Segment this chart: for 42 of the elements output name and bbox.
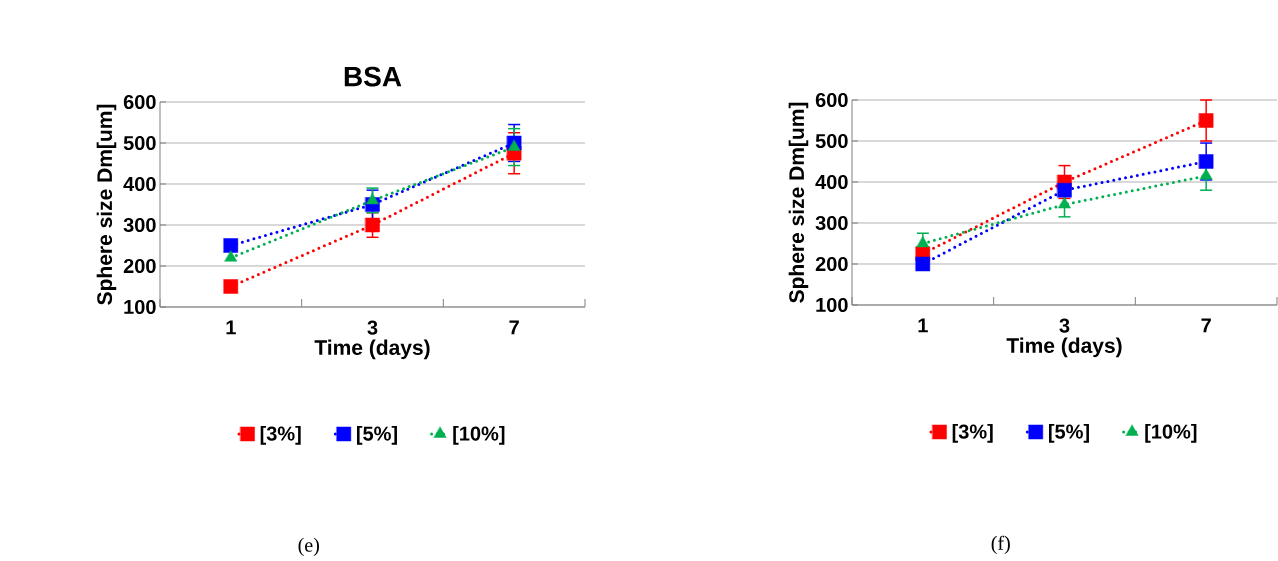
x-axis-title: Time (days) bbox=[1006, 337, 1122, 358]
y-tick-label: 200 bbox=[123, 258, 156, 274]
point bbox=[223, 238, 239, 253]
legend-label: [3%] bbox=[952, 423, 993, 443]
y-axis-title: Sphere size Dm[um] bbox=[788, 102, 809, 303]
y-tick-label: 600 bbox=[815, 92, 848, 108]
legend-label: [10%] bbox=[1145, 423, 1197, 443]
y-tick-label: 300 bbox=[815, 215, 848, 231]
y-tick-label: 500 bbox=[815, 133, 848, 149]
point bbox=[1198, 113, 1214, 128]
x-axis-title: Time (days) bbox=[314, 339, 430, 360]
legend-label: [10%] bbox=[453, 425, 505, 445]
point bbox=[224, 250, 238, 262]
y-axis-title: Sphere size Dm[um] bbox=[96, 104, 117, 305]
point bbox=[365, 217, 380, 233]
legend-label: [5%] bbox=[1048, 423, 1089, 443]
x-tick-label: 7 bbox=[1201, 318, 1211, 333]
y-tick-label: 400 bbox=[815, 174, 848, 190]
chart-title: BSA bbox=[344, 66, 402, 87]
x-tick-label: 3 bbox=[1059, 318, 1070, 333]
x-tick-label: 3 bbox=[367, 320, 378, 335]
y-tick-label: 300 bbox=[123, 217, 156, 233]
point bbox=[915, 256, 931, 272]
point bbox=[1198, 154, 1214, 169]
point bbox=[366, 193, 379, 205]
point bbox=[916, 236, 930, 248]
y-tick-label: 600 bbox=[123, 94, 156, 110]
y-tick-label: 400 bbox=[123, 176, 156, 192]
point bbox=[1058, 197, 1071, 209]
x-tick-label: 1 bbox=[918, 318, 928, 333]
y-tick-label: 100 bbox=[816, 297, 848, 313]
point bbox=[1199, 168, 1213, 180]
point bbox=[223, 279, 239, 294]
legend-label: [3%] bbox=[260, 425, 301, 445]
text: (e) bbox=[298, 537, 319, 556]
y-tick-label: 500 bbox=[123, 135, 156, 151]
x-tick-label: 1 bbox=[226, 320, 236, 335]
legend-label: [5%] bbox=[356, 425, 397, 445]
y-tick-label: 200 bbox=[815, 256, 848, 272]
text: (f) bbox=[991, 535, 1010, 554]
x-tick-label: 7 bbox=[509, 320, 519, 335]
y-tick-label: 100 bbox=[124, 299, 156, 315]
